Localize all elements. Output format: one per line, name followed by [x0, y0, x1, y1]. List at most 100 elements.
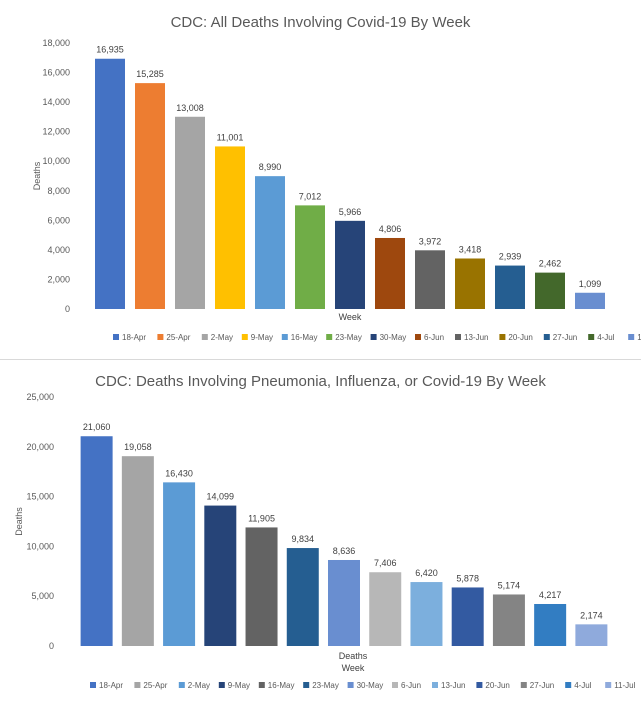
legend-label: 23-May [312, 681, 339, 690]
data-label: 6,420 [415, 568, 438, 578]
legend-swatch-2-may [201, 334, 208, 340]
legend-swatch-20-jun [499, 334, 506, 340]
data-label: 1,099 [579, 279, 602, 289]
legend-swatch-27-jun [520, 682, 527, 688]
bar-4-jul [534, 603, 567, 646]
legend-swatch-11-jul [605, 682, 612, 688]
legend-swatch-27-jun [543, 334, 550, 340]
bar-16-may [245, 527, 278, 646]
data-label: 4,217 [539, 590, 562, 600]
legend-label: 6-Jun [424, 333, 444, 342]
bar-2-may [163, 482, 196, 646]
y-tick-label: 12,000 [42, 127, 70, 137]
data-label: 7,012 [299, 191, 322, 201]
legend-label: 25-Apr [143, 681, 167, 690]
legend-swatch-4-jul [565, 682, 572, 688]
bar-18-apr [80, 436, 113, 646]
x-axis-secondary-label: Deaths [339, 651, 368, 661]
bar-16-may [255, 176, 285, 309]
data-label: 16,430 [165, 468, 193, 478]
data-label: 2,939 [499, 252, 522, 262]
legend-label: 11-Jul [614, 681, 635, 690]
data-label: 2,462 [539, 259, 562, 269]
bar-18-apr [95, 58, 125, 309]
y-tick-label: 6,000 [47, 215, 70, 225]
data-label: 11,001 [217, 132, 244, 142]
legend-swatch-6-jun [392, 682, 398, 688]
bar-chart-pic-deaths: Deaths 0 5,000 10,000 15,000 20,000 25,000 21,0… [14, 392, 636, 690]
bar-4-jul [535, 272, 565, 309]
bar-9-may [215, 146, 245, 309]
data-label: 11,905 [248, 513, 275, 523]
data-label: 13,008 [176, 103, 204, 113]
bar-2-may [175, 116, 205, 310]
data-label: 19,058 [124, 442, 152, 452]
data-label: 9,834 [292, 534, 315, 544]
legend-label: 13-Jun [441, 681, 465, 690]
bar-chart-covid-deaths: Deaths 0 2,000 4,000 6,000 8,000 10,000 12,000 1… [32, 38, 641, 342]
bar-23-may [286, 548, 319, 646]
legend-label: 4-Jul [597, 333, 615, 342]
bar-30-may [328, 559, 360, 646]
bar-27-jun [495, 265, 525, 309]
legend-label: 11-Jul [637, 333, 641, 342]
legend-swatch-9-may [241, 334, 248, 340]
bar-9-may [204, 505, 237, 646]
legend-swatch-23-may [326, 334, 333, 340]
legend-label: 27-Jun [553, 333, 577, 342]
legend-label: 18-Apr [99, 681, 123, 690]
y-tick-label: 25,000 [26, 392, 54, 402]
y-tick-label: 10,000 [26, 541, 54, 551]
bar-23-may [295, 205, 325, 309]
legend-swatch-30-may [347, 682, 354, 688]
chart-panel-pic-deaths: CDC: Deaths Involving Pneumonia, Influen… [0, 360, 641, 713]
legend-swatch-16-may [281, 334, 288, 340]
legend-swatch-25-apr [134, 682, 141, 688]
chart-title: CDC: All Deaths Involving Covid-19 By We… [170, 14, 471, 31]
legend-swatch-18-apr [90, 682, 96, 688]
y-tick-label: 0 [49, 641, 54, 651]
x-axis-title: Week [339, 312, 362, 322]
y-tick-label: 5,000 [31, 591, 54, 601]
y-tick-label: 15,000 [26, 492, 54, 502]
y-axis-title: Deaths [14, 507, 24, 536]
data-label: 4,806 [379, 224, 402, 234]
data-label: 5,966 [339, 207, 362, 217]
legend-swatch-30-may [370, 334, 377, 340]
legend-label: 4-Jul [574, 681, 592, 690]
legend-swatch-25-apr [157, 334, 164, 340]
data-label: 3,972 [419, 236, 442, 246]
y-tick-label: 4,000 [47, 245, 70, 255]
data-label: 8,990 [259, 162, 282, 172]
legend-swatch-16-may [258, 682, 265, 688]
legend-label: 18-Apr [122, 333, 146, 342]
data-label: 7,406 [374, 558, 397, 568]
bar-11-jul [575, 624, 608, 646]
legend-label: 16-May [291, 333, 318, 342]
legend-label: 9-May [228, 681, 250, 690]
bar-25-apr [121, 456, 154, 646]
legend-label: 9-May [251, 333, 273, 342]
legend-swatch-9-may [218, 682, 225, 688]
legend-label: 20-Jun [508, 333, 532, 342]
legend-swatch-13-jun [432, 682, 438, 688]
bar-27-jun [492, 594, 525, 646]
bar-25-apr [135, 83, 165, 309]
y-tick-label: 14,000 [42, 97, 70, 107]
data-label: 8,636 [333, 546, 356, 556]
legend-label: 13-Jun [464, 333, 488, 342]
bar-30-may [335, 220, 365, 309]
chart-panel-covid-deaths: CDC: All Deaths Involving Covid-19 By We… [32, 14, 641, 342]
y-tick-label: 0 [65, 304, 70, 314]
y-tick-label: 20,000 [26, 442, 54, 452]
bar-20-jun [451, 587, 484, 646]
legend-swatch-11-jul [628, 334, 635, 340]
legend-label: 25-Apr [166, 333, 190, 342]
data-label: 16,935 [96, 45, 124, 55]
legend-label: 2-May [211, 333, 233, 342]
legend-swatch-18-apr [113, 334, 119, 340]
data-label: 3,418 [459, 244, 482, 254]
data-label: 21,060 [83, 422, 111, 432]
y-tick-label: 18,000 [42, 38, 70, 48]
legend-label: 6-Jun [401, 681, 421, 690]
